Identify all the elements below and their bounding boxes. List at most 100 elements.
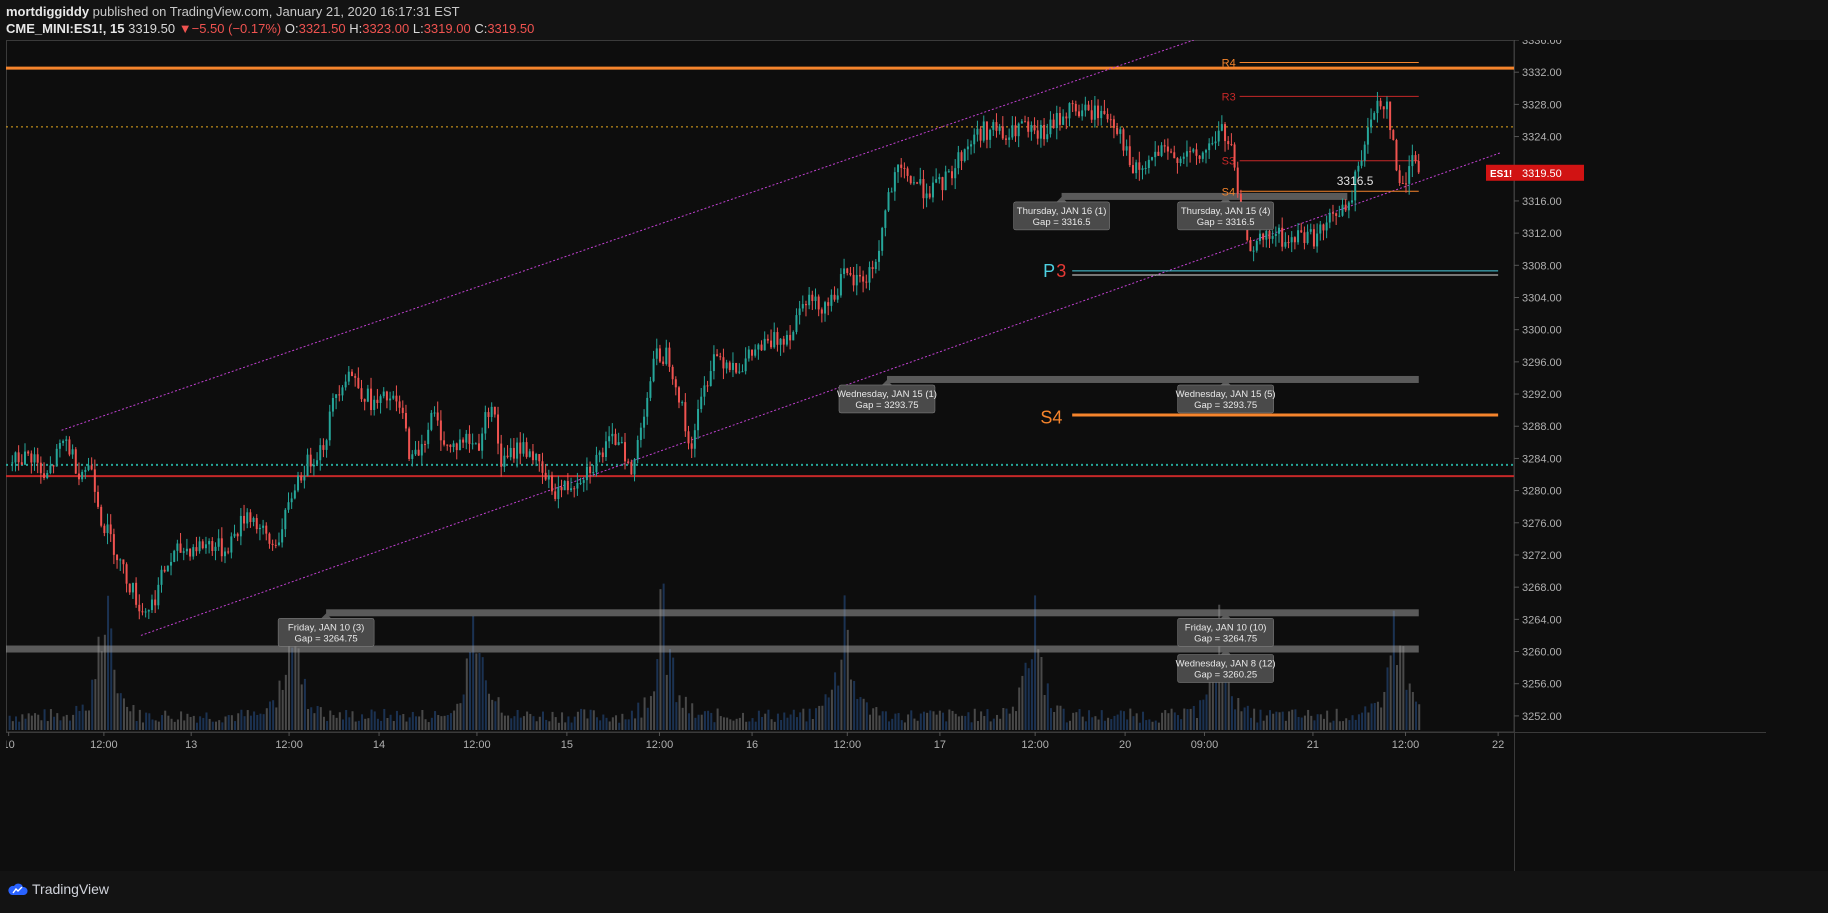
candle-body [998,126,1001,131]
candle-body [1281,227,1284,247]
volume-bar [329,710,332,730]
candle-body [741,371,744,373]
gap-tooltip: Thursday, JAN 16 (1)Gap = 3316.5 [1013,196,1110,231]
tooltip-box [1177,654,1274,683]
volume-bar [370,709,373,730]
volume-bar [688,713,691,730]
chart-area[interactable]: 3336.003332.003328.003324.003320.003316.… [3,35,1766,871]
candle-body [71,449,74,455]
candle-body [884,210,887,228]
author-name[interactable]: mortdiggiddy [6,4,90,19]
price-tick-label: 3308.00 [1522,260,1562,272]
candle-body [163,569,166,572]
volume-bar [294,620,297,730]
price-chart[interactable]: 3336.003332.003328.003324.003320.003316.… [3,35,1766,871]
volume-bar [935,714,938,730]
volume-bar [837,685,840,730]
candle-body [912,182,915,184]
candle-body [1341,204,1344,216]
candle-body [712,354,715,372]
gap-tooltip: Friday, JAN 10 (10)Gap = 3264.75 [1177,613,1274,647]
volume-bar [1100,710,1103,730]
volume-bar [913,718,916,730]
candle-body [576,483,579,489]
candle-body [319,445,322,461]
volume-bar [205,712,208,730]
high-label: H: [349,21,363,36]
candle-body [595,454,598,473]
candle-body [1046,134,1049,140]
candle-body [1131,165,1134,174]
volume-bar [805,721,808,730]
candle-body [503,455,506,467]
price-tick-label: 3276.00 [1522,518,1562,530]
down-triangle-icon: ▼ [178,21,192,36]
volume-bar [973,708,976,730]
candle-body [347,371,350,382]
volume-bar [1373,702,1376,730]
candle-body [1392,130,1395,140]
candle-body [81,471,84,480]
volume-bar [513,716,516,730]
volume-bar [1335,708,1338,730]
volume-bar [65,714,68,730]
candle-body [747,349,750,359]
candle-body [262,525,265,528]
candle-body [176,543,179,551]
candle-body [1293,237,1296,243]
volume-bar [176,719,179,730]
candle-body [395,395,398,402]
volume-bar [427,722,430,730]
volume-bar [710,712,713,730]
gap-tooltip: Wednesday, JAN 8 (12)Gap = 3260.25 [1176,649,1276,683]
volume-bar [415,716,418,730]
volume-bar [938,710,941,730]
volume-bar [68,720,71,730]
price-tick-label: 3300.00 [1522,325,1562,337]
candle-body [90,465,93,470]
volume-bar [907,714,910,730]
volume-bar [1376,701,1379,730]
volume-bar [1332,720,1335,730]
volume-bar [745,721,748,730]
tooltip-line1: Friday, JAN 10 (3) [288,622,364,633]
volume-bar [529,713,532,730]
volume-bar [1284,720,1287,730]
open-value: 3321.50 [298,21,346,36]
candle-body [506,455,509,458]
volume-bar [376,718,379,730]
candle-body [62,440,65,443]
candle-body [773,332,776,348]
tradingview-logo[interactable]: TradingView [8,881,109,897]
tooltip-line1: Wednesday, JAN 15 (1) [837,389,937,400]
volume-bar [630,710,633,730]
volume-bar [780,720,783,730]
volume-bar [1145,720,1148,730]
candle-body [731,362,734,370]
volume-bar [1221,665,1224,730]
volume-bar [621,713,624,730]
volume-bar [1367,712,1370,730]
candle-body [246,512,249,524]
candle-body [93,469,96,492]
symbol-label[interactable]: CME_MINI:ES1!, 15 [6,21,125,36]
volume-bar [399,715,402,730]
candle-body [1379,100,1382,107]
volume-bar [180,711,183,730]
volume-bar [846,629,849,730]
volume-bar [488,693,491,730]
volume-bar [732,720,735,730]
candle-body [239,515,242,537]
volume-bar [465,658,468,730]
candle-body [1074,103,1077,112]
tooltip-pointer [321,613,332,619]
volume-bar [14,716,17,730]
pivot-label: S4 [1222,186,1235,198]
volume-bar [199,716,202,730]
candle-body [757,344,760,350]
candle-body [687,431,690,444]
volume-bar [1094,716,1097,730]
volume-bar [1256,722,1259,730]
volume-bar [1008,713,1011,730]
time-tick-label: 12:00 [834,739,862,751]
